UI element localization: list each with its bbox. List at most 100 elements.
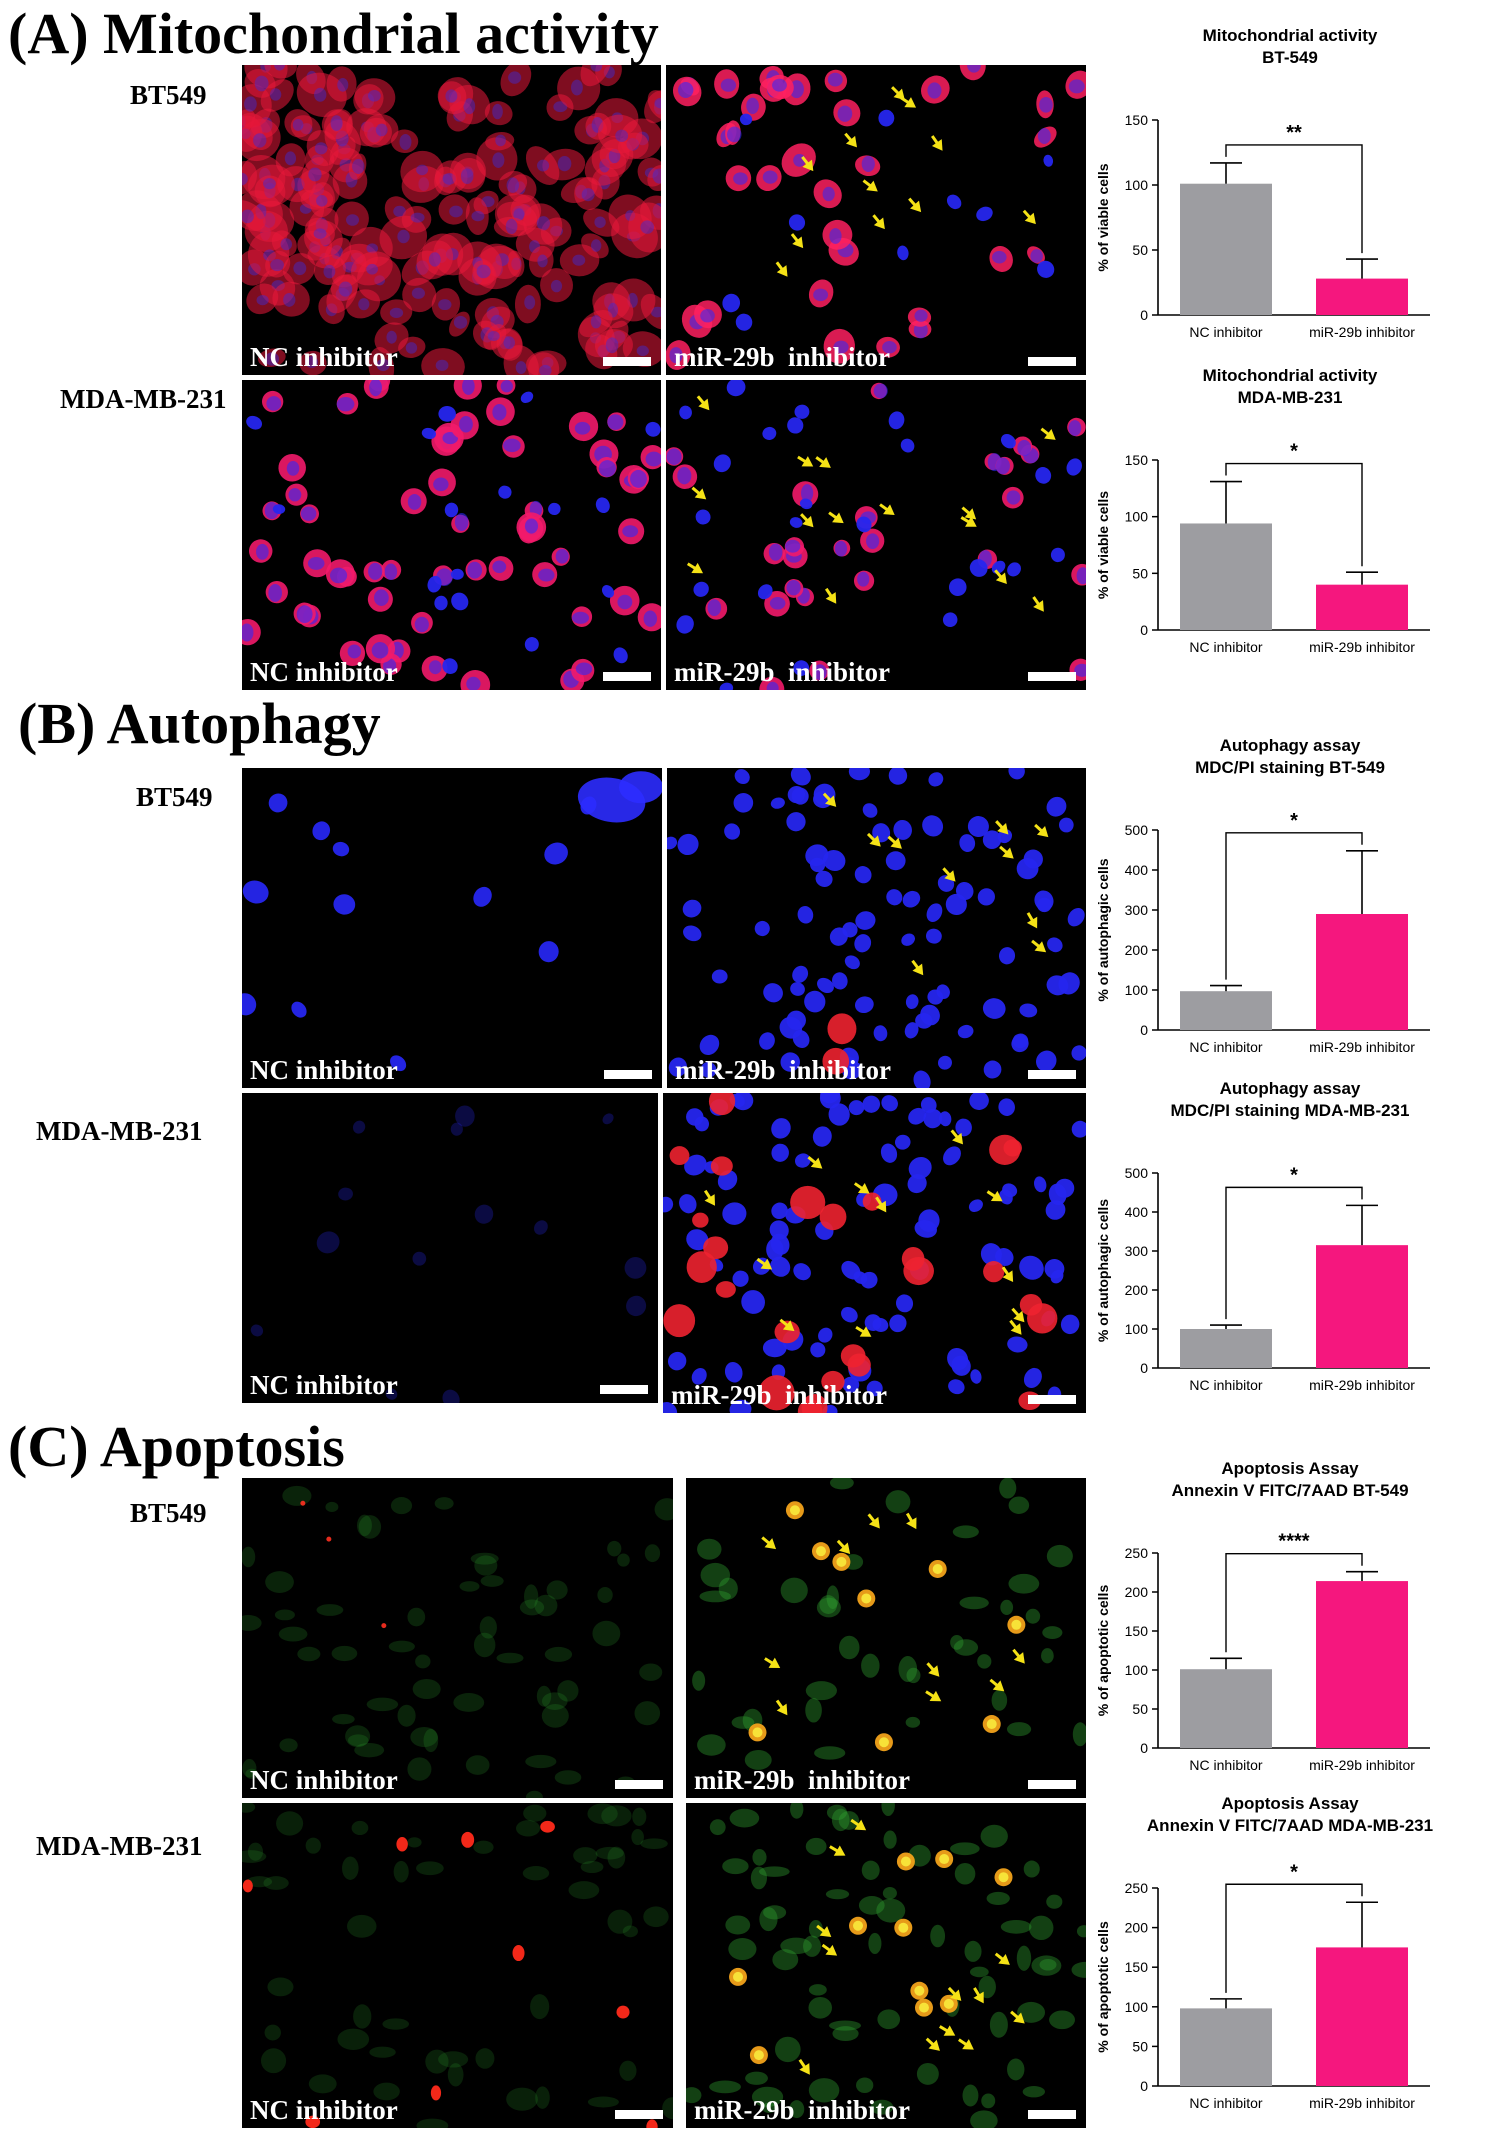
arrow-marker — [807, 1156, 823, 1169]
scale-bar — [603, 672, 651, 681]
y-axis-label: % of viable cells — [1095, 491, 1111, 599]
arrow-marker — [703, 1189, 716, 1206]
y-tick-label: 250 — [1125, 1880, 1149, 1896]
scale-bar — [603, 357, 651, 366]
section-title-mitochondrial-activity: (A) Mitochondrial activity — [8, 1, 659, 66]
arrow-marker — [973, 1987, 984, 2004]
chart-mito-bt549: Mitochondrial activity BT-549 % of viable … — [1090, 25, 1490, 360]
panel-caption: NC inhibitor — [250, 342, 398, 372]
scale-bar — [1028, 357, 1076, 366]
chart-subtitle: Annexin V FITC/7AAD BT-549 — [1171, 1481, 1409, 1500]
micrograph-a-bt549-mir: miR-29b inhibitor — [666, 65, 1086, 375]
arrow-marker — [779, 1318, 795, 1332]
arrow-marker — [995, 820, 1009, 835]
y-tick-label: 500 — [1125, 1165, 1149, 1181]
arrow-marker — [905, 1512, 917, 1530]
arrow-marker — [1011, 1307, 1025, 1323]
arrow-marker — [761, 1536, 777, 1550]
bar-nc-inhibitor — [1180, 991, 1272, 1030]
arrow-marker — [822, 792, 837, 807]
y-tick-label: 0 — [1140, 1740, 1148, 1756]
bar-mir-29b-inhibitor — [1316, 1245, 1408, 1368]
micrograph-image — [250, 1105, 647, 1403]
arrow-marker — [790, 233, 804, 249]
arrow-marker — [1031, 939, 1047, 953]
y-tick-label: 0 — [1140, 2078, 1148, 2094]
chart-title: Mitochondrial activity — [1202, 366, 1378, 385]
chart-mito-mda: Mitochondrial activity MDA-MB-231 % of via… — [1090, 365, 1490, 675]
significance-bracket — [1225, 1186, 1363, 1320]
arrow-marker — [960, 516, 977, 527]
y-tick-label: 100 — [1125, 509, 1149, 525]
section-title-autophagy: (B) Autophagy — [18, 691, 381, 756]
y-tick-label: 100 — [1125, 177, 1149, 193]
chart-autophagy-mda: Autophagy assay MDC/PI staining MDA-MB-23… — [1090, 1078, 1490, 1413]
panel-caption: miR-29b inhibitor — [675, 1055, 892, 1085]
scale-bar — [600, 1385, 648, 1394]
y-tick-label: 100 — [1125, 1999, 1149, 2015]
bar-mir-29b-inhibitor — [1316, 584, 1408, 630]
arrow-marker — [1022, 209, 1036, 225]
micrograph-image — [666, 65, 1086, 370]
bar-mir-29b-inhibitor — [1316, 1581, 1408, 1748]
chart-title: Autophagy assay — [1219, 736, 1361, 755]
arrow-marker — [879, 503, 895, 516]
arrow-marker — [775, 261, 788, 277]
y-tick-label: 100 — [1125, 1321, 1149, 1337]
micrograph-image — [242, 1803, 673, 2128]
arrow-marker — [691, 486, 707, 500]
arrow-marker — [798, 2058, 810, 2075]
significance-bracket — [1225, 462, 1363, 567]
arrow-marker — [824, 587, 837, 604]
x-tick-label: NC inhibitor — [1189, 1757, 1262, 1773]
scale-bar — [1028, 672, 1076, 681]
y-tick-label: 400 — [1125, 862, 1149, 878]
panel-caption: NC inhibitor — [250, 2095, 398, 2125]
row-label-mda-mb-231: MDA-MB-231 — [36, 1116, 203, 1146]
significance-label: * — [1290, 810, 1298, 832]
panel-caption: miR-29b inhibitor — [694, 2095, 911, 2125]
x-tick-label: miR-29b inhibitor — [1309, 1039, 1415, 1055]
bar-nc-inhibitor — [1180, 1669, 1272, 1748]
arrow-marker — [911, 959, 924, 976]
arrow-marker — [836, 1539, 851, 1554]
arrow-marker — [862, 179, 878, 192]
row-label-bt549: BT549 — [136, 782, 213, 812]
y-tick-label: 50 — [1132, 242, 1148, 258]
arrow-marker — [1040, 427, 1056, 440]
arrow-marker — [989, 1678, 1005, 1692]
arrow-marker — [1026, 912, 1038, 929]
micrograph-image — [666, 380, 1086, 690]
micrograph-b-mda-nc: NC inhibitor — [242, 1093, 658, 1403]
y-tick-label: 0 — [1140, 1360, 1148, 1376]
x-tick-label: miR-29b inhibitor — [1309, 1377, 1415, 1393]
chart-subtitle: MDC/PI staining MDA-MB-231 — [1170, 1101, 1410, 1120]
bar-mir-29b-inhibitor — [1316, 914, 1408, 1030]
arrow-marker — [1032, 596, 1044, 612]
panel-caption: miR-29b inhibitor — [674, 342, 891, 372]
chart-title: Apoptosis Assay — [1221, 1794, 1359, 1813]
chart-subtitle: BT-549 — [1262, 48, 1318, 67]
arrow-marker — [866, 832, 881, 847]
arrow-marker — [961, 506, 977, 520]
panel-caption: miR-29b inhibitor — [694, 1765, 911, 1795]
chart-subtitle: MDC/PI staining BT-549 — [1195, 758, 1385, 777]
arrow-marker — [994, 1952, 1010, 1965]
arrow-marker — [931, 135, 943, 151]
y-axis-label: % of apoptotic cells — [1095, 1585, 1111, 1717]
row-label-mda-mb-231: MDA-MB-231 — [60, 384, 227, 414]
arrow-marker — [947, 1986, 962, 2001]
arrow-marker — [1012, 1648, 1025, 1664]
arrow-marker — [686, 562, 704, 574]
arrow-marker — [925, 2037, 940, 2051]
arrow-marker — [1034, 823, 1049, 838]
x-tick-label: miR-29b inhibitor — [1309, 324, 1415, 340]
bar-mir-29b-inhibitor — [1316, 278, 1408, 315]
arrow-marker — [867, 1513, 880, 1529]
micrograph-b-bt549-nc: NC inhibitor — [242, 768, 662, 1088]
y-tick-label: 0 — [1140, 1022, 1148, 1038]
chart-subtitle: MDA-MB-231 — [1237, 388, 1343, 407]
y-tick-label: 200 — [1125, 1282, 1149, 1298]
micrograph-image — [242, 380, 661, 690]
panel-caption: NC inhibitor — [250, 1370, 398, 1400]
